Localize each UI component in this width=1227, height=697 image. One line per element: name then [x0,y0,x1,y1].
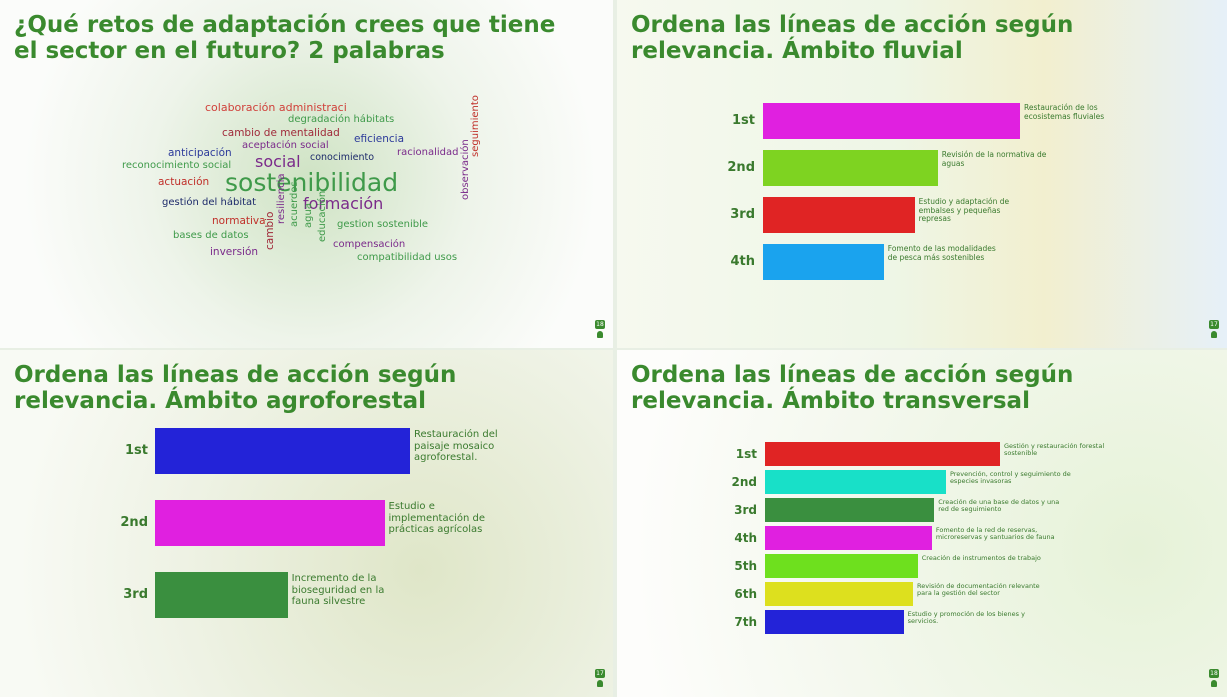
rank-label: 2nd [88,515,148,530]
item-label: Incremento de la bioseguridad en la faun… [292,573,407,608]
slide: ¿Qué retos de adaptación crees que tiene… [0,0,613,348]
slide-title: Ordena las líneas de acción según releva… [14,362,574,414]
word: degradación hábitats [288,114,394,125]
item-label: Creación de una base de datos y una red … [938,499,1068,514]
item-label: Gestión y restauración forestal sostenib… [1004,443,1134,458]
word: formación [303,194,383,213]
rank-label: 7th [697,615,757,629]
word: gestión del hábitat [162,197,256,208]
rank-label: 6th [697,587,757,601]
rank-bar [765,610,904,634]
slide-badge: 17 [595,669,605,687]
rank-bar [765,498,934,522]
word: gestion sostenible [337,219,428,230]
screenshot: ¿Qué retos de adaptación crees que tiene… [0,0,1227,697]
word: sostenibilidad [225,168,398,197]
word: anticipación [168,147,232,159]
rank-label: 4th [697,531,757,545]
slide-title: Ordena las líneas de acción según releva… [631,362,1191,414]
slide-title: Ordena las líneas de acción según releva… [631,12,1191,64]
word: seguimiento [470,95,481,157]
item-label: Restauración de los ecosistemas fluviale… [1024,104,1134,121]
item-label: Estudio y promoción de los bienes y serv… [908,611,1038,626]
rank-label: 5th [697,559,757,573]
word: compensación [333,239,405,250]
rank-label: 1st [88,443,148,458]
rank-bar [155,500,385,546]
word: educación [317,191,328,242]
word: conocimiento [310,152,374,163]
rank-bar [763,103,1020,139]
rank-bar [765,582,913,606]
item-label: Estudio e implementación de prácticas ag… [389,501,504,536]
rank-label: 2nd [695,160,755,175]
person-icon [1211,680,1217,687]
item-label: Revisión de la normativa de aguas [942,151,1052,168]
slide: Ordena las líneas de acción según releva… [0,350,613,697]
badge-number: 18 [595,320,605,329]
word: cambio [264,212,276,250]
word: aceptación social [242,140,329,151]
rank-label: 3rd [697,503,757,517]
rank-bar [765,526,932,550]
word: resiliencia [276,174,287,224]
item-label: Fomento de la red de reservas, microrese… [936,527,1066,542]
word: actuación [158,176,209,188]
word: eficiencia [354,133,404,145]
rank-bar [765,554,918,578]
slide-title: ¿Qué retos de adaptación crees que tiene… [14,12,574,64]
person-icon [597,680,603,687]
badge-number: 17 [1209,320,1219,329]
person-icon [1211,331,1217,338]
word: agua [303,203,314,228]
rank-label: 4th [695,254,755,269]
rank-bar [765,442,1000,466]
word: acuerdos [289,181,300,227]
rank-bar [763,197,915,233]
item-label: Revisión de documentación relevante para… [917,583,1047,598]
word: inversión [210,246,258,258]
person-icon [597,331,603,338]
item-label: Estudio y adaptación de embalses y peque… [919,198,1029,224]
rank-bar [155,572,288,618]
badge-number: 17 [595,669,605,678]
badge-number: 18 [1209,669,1219,678]
item-label: Restauración del paisaje mosaico agrofor… [414,429,529,464]
word: colaboración administraci [205,101,347,114]
word: racionalidad [397,147,458,158]
word: normativa [212,215,266,227]
slide: Ordena las líneas de acción según releva… [617,0,1227,348]
slide: Ordena las líneas de acción según releva… [617,350,1227,697]
word: reconocimiento social [122,160,231,171]
rank-bar [155,428,410,474]
rank-bar [763,150,938,186]
rank-bar [765,470,946,494]
rank-label: 3rd [695,207,755,222]
item-label: Prevención, control y seguimiento de esp… [950,471,1080,486]
item-label: Fomento de las modalidades de pesca más … [888,245,998,262]
rank-label: 3rd [88,587,148,602]
rank-label: 1st [697,447,757,461]
word: bases de datos [173,230,249,241]
word: observación [460,139,471,200]
rank-label: 1st [695,113,755,128]
slide-badge: 18 [1209,669,1219,687]
word: cambio de mentalidad [222,127,340,139]
word: compatibilidad usos [357,252,457,263]
slide-badge: 17 [1209,320,1219,338]
rank-label: 2nd [697,475,757,489]
slide-badge: 18 [595,320,605,338]
rank-bar [763,244,884,280]
item-label: Creación de instrumentos de trabajo [922,555,1052,562]
